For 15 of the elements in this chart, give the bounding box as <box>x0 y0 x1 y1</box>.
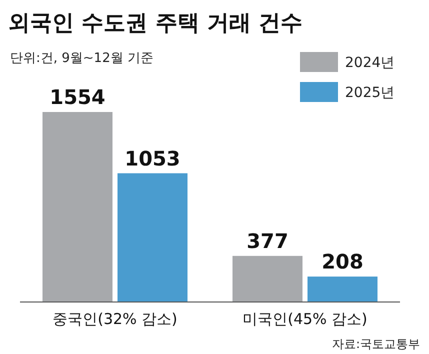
bar <box>118 173 188 302</box>
bar <box>232 256 302 302</box>
legend-label: 2024년 <box>345 55 395 71</box>
chart-title: 외국인 수도권 주택 거래 건수 <box>8 11 303 36</box>
text: 자료:국토교통부 <box>332 337 420 351</box>
data-label: 1554 <box>50 85 106 109</box>
x-tick-label: 미국인(45% 감소) <box>242 310 368 328</box>
data-label: 208 <box>322 250 364 274</box>
bar <box>42 112 112 302</box>
data-label: 1053 <box>124 146 180 170</box>
chart-subtitle: 단위:건, 9월~12월 기준 <box>10 51 154 66</box>
data-label: 377 <box>246 228 288 253</box>
bar <box>308 276 378 302</box>
legend-label: 2025년 <box>345 85 395 101</box>
x-tick-label: 중국인(32% 감소) <box>52 310 178 328</box>
